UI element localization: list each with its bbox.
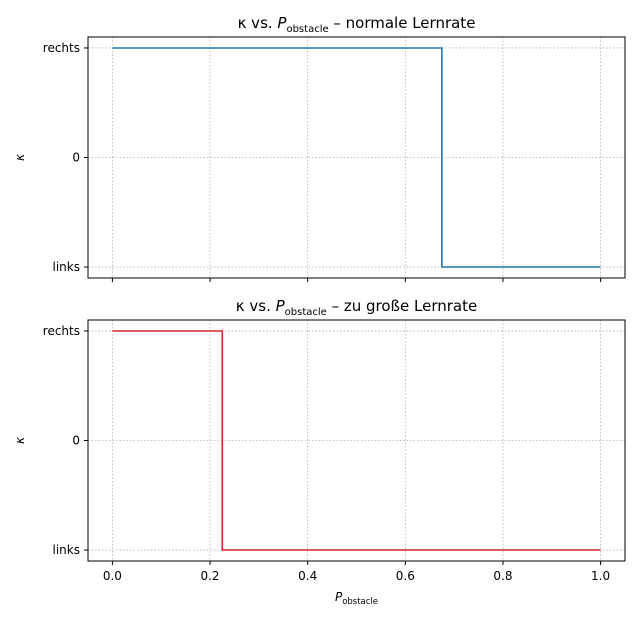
series-line xyxy=(112,330,601,551)
y-tick-label: rechts xyxy=(43,41,80,55)
y-axis-label: κ xyxy=(13,153,27,161)
y-tick-label: rechts xyxy=(43,324,80,338)
y-tick-label: links xyxy=(53,260,80,274)
x-tick-label: 1.0 xyxy=(591,569,610,583)
x-axis-label: Pobstacle xyxy=(335,590,378,607)
x-tick-label: 0.6 xyxy=(396,569,415,583)
subplot-1: links 0 rechts κ κ vs. Pobstacle – normale L… xyxy=(13,14,626,282)
x-tick-label: 0.0 xyxy=(103,569,122,583)
x-tick-label: 0.2 xyxy=(200,569,219,583)
subplot-2: 0.0 0.2 0.4 0.6 0.8 1.0 links 0 rechts κ κ vs. Pob… xyxy=(13,297,626,607)
y-tick-label: 0 xyxy=(72,151,80,165)
y-axis-label: κ xyxy=(13,436,27,444)
x-tick-label: 0.8 xyxy=(493,569,512,583)
chart-title: κ vs. Pobstacle – zu große Lernrate xyxy=(236,297,477,318)
y-tick-label: links xyxy=(53,543,80,557)
y-tick-label: 0 xyxy=(72,434,80,448)
series-line xyxy=(112,47,601,268)
chart-title: κ vs. Pobstacle – normale Lernrate xyxy=(238,14,476,35)
x-tick-label: 0.4 xyxy=(298,569,317,583)
